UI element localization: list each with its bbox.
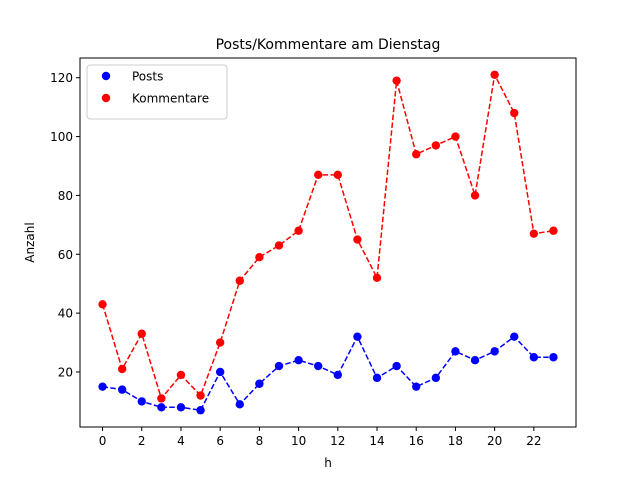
data-point-kommentare xyxy=(176,370,186,380)
data-point-posts xyxy=(372,373,382,383)
data-point-posts xyxy=(392,361,401,371)
data-point-posts xyxy=(490,347,499,356)
x-tick-label: 10 xyxy=(291,434,306,448)
data-point-posts xyxy=(431,373,441,383)
data-point-kommentare xyxy=(294,226,303,235)
y-tick-label: 60 xyxy=(58,248,73,262)
data-point-kommentare xyxy=(470,191,480,200)
y-tick-label: 20 xyxy=(58,365,73,379)
data-point-posts xyxy=(235,400,244,409)
data-point-kommentare xyxy=(353,235,362,244)
data-point-kommentare xyxy=(98,300,107,309)
legend: Posts Kommentare xyxy=(86,64,228,120)
x-tick-label: 6 xyxy=(216,434,224,448)
data-point-kommentare xyxy=(157,394,166,403)
data-point-kommentare xyxy=(510,108,519,118)
data-point-posts xyxy=(470,356,480,365)
y-tick-label: 120 xyxy=(50,71,73,85)
x-tick-label: 18 xyxy=(448,434,463,448)
data-point-kommentare xyxy=(490,70,499,79)
x-tick-label: 2 xyxy=(138,434,146,448)
data-point-posts xyxy=(313,361,323,371)
legend-label-posts: Posts xyxy=(132,70,163,84)
legend-label-kommentare: Kommentare xyxy=(132,92,209,106)
data-point-posts xyxy=(117,385,127,394)
data-point-kommentare xyxy=(235,276,244,285)
plot-area: 0 2 4 6 8 10 12 14 16 18 20 22 20 40 60 80 100 120 xyxy=(50,70,558,448)
data-point-kommentare xyxy=(255,253,264,262)
x-tick-label: 14 xyxy=(369,434,384,448)
x-axis-label: h xyxy=(324,456,332,470)
data-point-posts xyxy=(510,332,519,341)
x-tick-label: 16 xyxy=(409,434,424,448)
chart-title: Posts/Kommentare am Dienstag xyxy=(216,37,441,53)
y-tick-label: 80 xyxy=(58,189,73,203)
legend-marker-posts xyxy=(101,71,111,81)
y-axis-label: Anzahl xyxy=(23,222,37,262)
x-tick-label: 22 xyxy=(526,434,541,448)
series-line-kommentare xyxy=(101,74,554,400)
data-point-posts xyxy=(333,370,343,380)
data-point-posts xyxy=(451,347,460,356)
data-point-posts xyxy=(353,332,362,341)
data-point-kommentare xyxy=(117,364,127,374)
data-point-posts xyxy=(294,356,303,365)
legend-box xyxy=(86,64,228,120)
data-point-kommentare xyxy=(274,241,284,250)
data-point-posts xyxy=(412,382,421,391)
x-tick-label: 0 xyxy=(99,434,107,448)
x-tick-label: 12 xyxy=(330,434,345,448)
data-point-posts xyxy=(98,382,107,391)
data-point-kommentare xyxy=(412,150,421,159)
data-point-kommentare xyxy=(372,273,382,283)
data-point-kommentare xyxy=(451,132,460,141)
data-point-kommentare xyxy=(137,329,146,338)
x-tick-label: 4 xyxy=(177,434,185,448)
data-point-kommentare xyxy=(529,229,539,238)
data-point-posts xyxy=(196,406,205,415)
x-tick-label: 8 xyxy=(256,434,264,448)
data-point-posts xyxy=(255,379,264,388)
data-point-kommentare xyxy=(392,76,401,85)
y-tick-label: 100 xyxy=(50,130,73,144)
data-point-posts xyxy=(549,353,558,362)
data-point-posts xyxy=(137,397,146,406)
x-tick-label: 20 xyxy=(487,434,502,448)
data-point-kommentare xyxy=(431,141,441,150)
data-point-posts xyxy=(176,403,186,412)
data-point-posts xyxy=(215,367,225,377)
data-point-kommentare xyxy=(333,170,343,180)
plot-frame xyxy=(79,57,577,428)
data-point-kommentare xyxy=(549,226,558,235)
data-point-posts xyxy=(529,353,539,362)
data-point-posts xyxy=(157,403,166,412)
data-point-posts xyxy=(274,361,284,371)
y-tick-label: 40 xyxy=(58,307,73,321)
data-point-kommentare xyxy=(215,338,225,347)
legend-marker-kommentare xyxy=(101,93,111,103)
data-point-kommentare xyxy=(313,170,323,180)
data-point-kommentare xyxy=(196,391,205,400)
